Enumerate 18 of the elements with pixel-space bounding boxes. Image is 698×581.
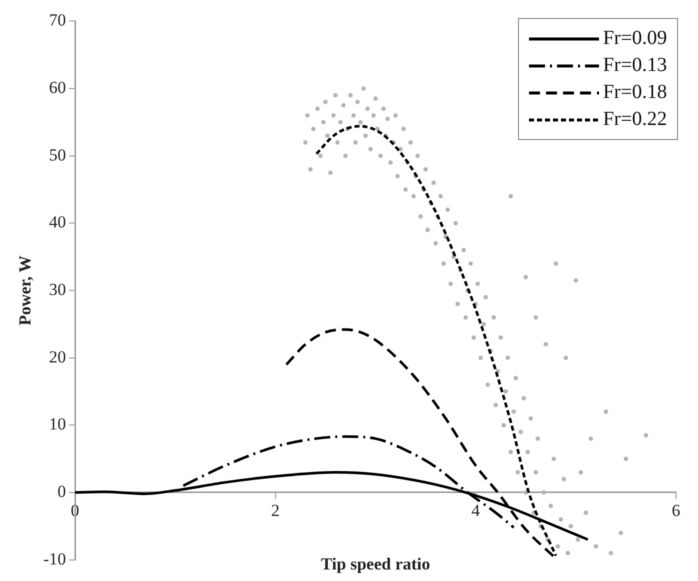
y-tick-label: -10: [43, 549, 66, 568]
x-tick-label: 4: [471, 501, 480, 520]
y-tick-label: 30: [49, 280, 66, 299]
x-tick-label: 6: [672, 501, 680, 520]
y-axis-title: Power, W: [16, 256, 35, 326]
legend-label: Fr=0.13: [602, 54, 667, 77]
y-tick-label: 0: [58, 482, 66, 501]
legend-label: Fr=0.18: [602, 81, 667, 104]
y-tick-label: 10: [49, 414, 66, 434]
y-tick-label: 50: [49, 145, 66, 164]
y-tick-label: 60: [49, 78, 66, 97]
x-tick-label: 2: [271, 501, 280, 520]
legend-label: Fr=0.09: [602, 27, 667, 50]
y-tick-label: 40: [49, 212, 66, 232]
legend-label: Fr=0.22: [602, 108, 667, 131]
y-tick-label: 70: [49, 10, 66, 30]
x-axis-title: Tip speed ratio: [320, 554, 430, 574]
y-tick-label: 20: [49, 347, 66, 366]
